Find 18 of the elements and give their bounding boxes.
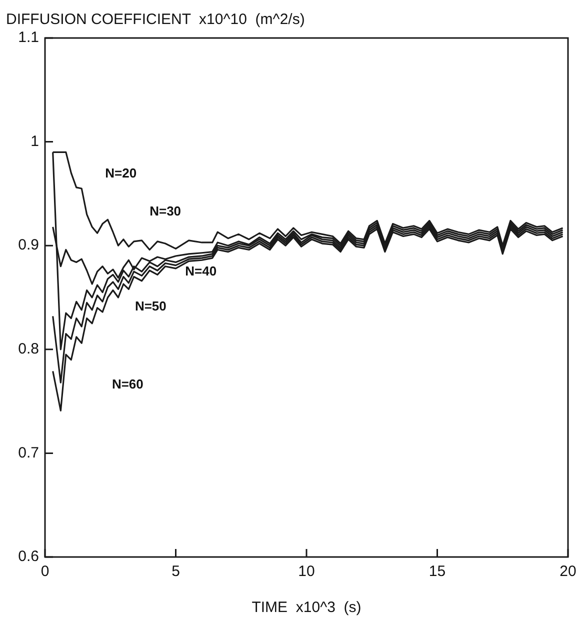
y-tick-label: 0.8 — [18, 340, 39, 358]
annotation: N=40 — [185, 264, 217, 279]
y-tick-label: 0.6 — [18, 548, 39, 566]
y-tick-label: 1.1 — [18, 29, 39, 46]
x-tick-label: 0 — [40, 563, 50, 580]
x-tick-label: 5 — [172, 563, 180, 580]
annotation: N=50 — [134, 298, 166, 314]
annotation: N=30 — [150, 203, 182, 218]
y-tick-label: 0.9 — [18, 236, 39, 254]
x-tick-label: 10 — [298, 563, 315, 580]
x-tick-label: 15 — [428, 563, 446, 580]
y-tick-label: 1 — [30, 132, 39, 150]
x-tick-label: 20 — [560, 563, 576, 580]
x-axis-title: TIME x10^3 (s) — [252, 599, 362, 616]
y-axis-title: DIFFUSION COEFFICIENT x10^10 (m^2/s) — [6, 11, 305, 28]
annotation: N=60 — [112, 376, 144, 392]
annotation: N=20 — [105, 166, 137, 181]
y-tick-label: 0.7 — [18, 444, 39, 462]
